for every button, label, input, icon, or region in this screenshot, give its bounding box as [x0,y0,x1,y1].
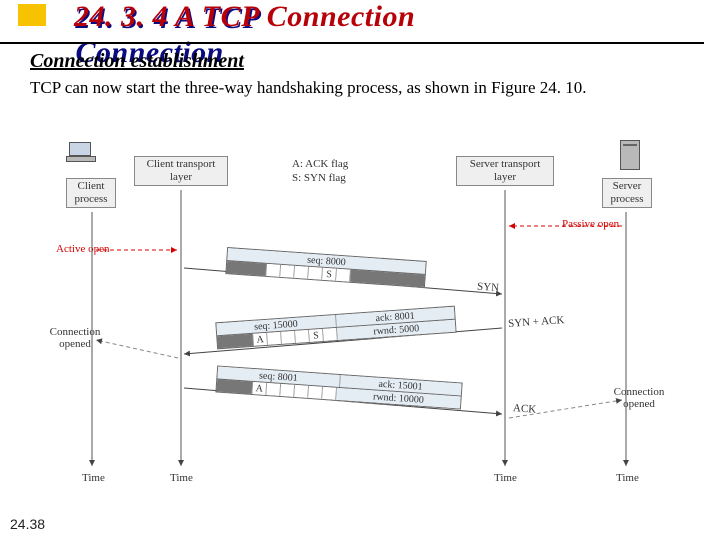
server-transport-box: Server transportlayer [456,156,554,186]
legend-ack: A: ACK flag [292,158,348,170]
time-label-1: Time [82,472,105,484]
conn-opened-right: Connectionopened [606,386,672,410]
subtitle: Connection establishment [30,50,720,73]
slide-header: 24. 3. 4 A TCP Connection [0,0,704,44]
passive-open-label: Passive open [562,218,619,230]
client-transport-box: Client transportlayer [134,156,228,186]
section-title: 24. 3. 4 A TCP Connection [74,0,415,34]
segment-syn: seq: 8000 S SYN [225,247,426,289]
figure-tcp-handshake: Clientprocess Client transportlayer A: A… [66,136,660,492]
server-process-box: Serverprocess [602,178,652,208]
segment-ack: seq: 8001 ack: 15001 A rwnd: 10000 ACK [215,365,462,410]
body-text: TCP can now start the three-way handshak… [30,77,694,100]
time-label-3: Time [494,472,517,484]
server-host-icon [614,138,648,174]
client-process-box: Clientprocess [66,178,116,208]
active-open-label: Active open [56,243,109,255]
client-host-icon [66,140,100,176]
time-label-4: Time [616,472,639,484]
page-number: 24.38 [10,516,45,532]
legend-syn: S: SYN flag [292,172,346,184]
time-label-2: Time [170,472,193,484]
segment-synack: seq: 15000 ack: 8001 A S rwnd: 5000 SYN … [215,306,456,351]
conn-opened-left: Connectionopened [42,326,108,350]
accent-square [18,4,46,26]
